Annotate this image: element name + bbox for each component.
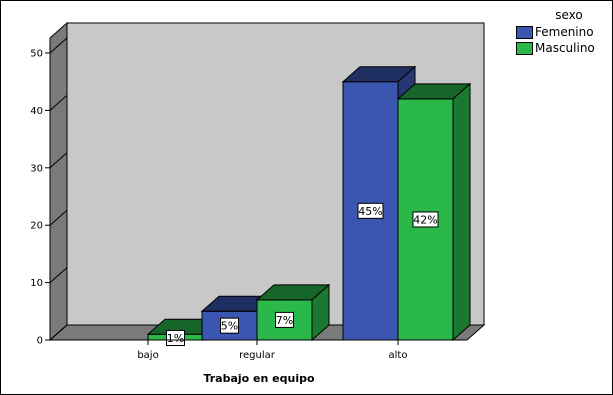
- legend: sexo Femenino Masculino: [516, 8, 612, 56]
- y-axis: 0 10 20 30 40 50: [30, 37, 68, 347]
- data-label-box-masculino-bajo: [166, 330, 185, 346]
- y-tick-label-40: 40: [30, 106, 43, 117]
- data-label-masculino-regular: 7%: [276, 314, 293, 327]
- y-tick-depth-30: [49, 152, 68, 169]
- legend-label-femenino: Femenino: [535, 25, 594, 39]
- legend-item-masculino: Masculino: [516, 40, 612, 56]
- data-label-box-masculino-alto: [412, 211, 439, 228]
- bar-masculino-regular: 7%: [255, 283, 331, 342]
- y-tick-depth-0: [49, 324, 68, 341]
- bar-side-masculino-alto: [452, 82, 471, 342]
- bar-side-masculino-regular: [311, 283, 330, 342]
- legend-label-masculino: Masculino: [535, 41, 595, 55]
- y-tick-depth-20: [49, 209, 68, 226]
- y-tick-label-10: 10: [30, 278, 43, 289]
- y-tick-label-30: 30: [30, 163, 43, 174]
- data-label-box-masculino-regular: [275, 311, 294, 328]
- y-tick-depth-50: [49, 37, 68, 54]
- y-tick-label-0: 0: [37, 336, 43, 347]
- x-axis: bajo regular alto: [50, 339, 467, 361]
- x-tick-label-regular: regular: [239, 350, 276, 361]
- bar-masculino-alto: 42%: [396, 82, 472, 342]
- data-label-masculino-alto: 42%: [413, 213, 437, 226]
- data-label-box-femenino-regular: [220, 317, 239, 334]
- legend-title: sexo: [555, 8, 583, 22]
- data-label-femenino-regular: 5%: [221, 320, 238, 333]
- bars-group: 1% 5% 7% 45% 42%: [146, 65, 472, 346]
- y-tick-label-50: 50: [30, 49, 43, 60]
- legend-swatch-femenino: [516, 25, 533, 39]
- y-tick-depth-10: [49, 267, 68, 283]
- legend-swatch-masculino: [516, 41, 533, 55]
- data-label-box-femenino-alto: [357, 202, 384, 219]
- side-wall: [49, 21, 68, 342]
- x-tick-label-bajo: bajo: [137, 350, 158, 361]
- y-tick-label-20: 20: [30, 221, 43, 232]
- legend-item-femenino: Femenino: [516, 24, 612, 40]
- y-tick-depth-40: [49, 95, 68, 111]
- x-tick-label-alto: alto: [389, 350, 408, 361]
- data-label-femenino-alto: 45%: [358, 205, 382, 218]
- data-label-masculino-bajo: 1%: [167, 332, 184, 345]
- x-axis-title: Trabajo en equipo: [203, 372, 315, 385]
